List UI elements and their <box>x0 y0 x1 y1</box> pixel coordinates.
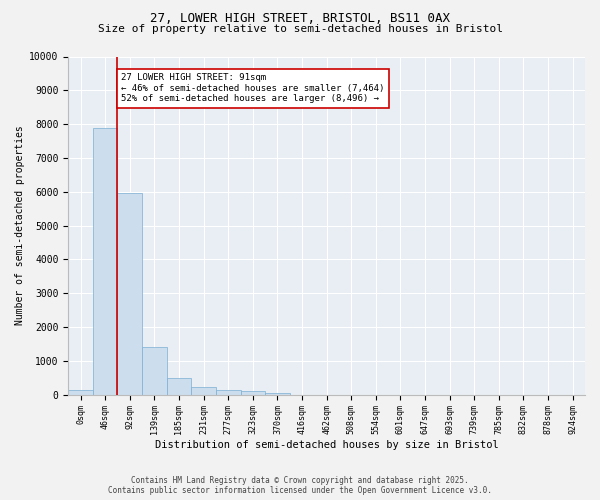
Bar <box>167 378 191 394</box>
Y-axis label: Number of semi-detached properties: Number of semi-detached properties <box>15 126 25 326</box>
Bar <box>191 387 216 394</box>
Bar <box>118 194 142 394</box>
Bar <box>93 128 118 394</box>
X-axis label: Distribution of semi-detached houses by size in Bristol: Distribution of semi-detached houses by … <box>155 440 499 450</box>
Text: 27, LOWER HIGH STREET, BRISTOL, BS11 0AX: 27, LOWER HIGH STREET, BRISTOL, BS11 0AX <box>150 12 450 26</box>
Bar <box>241 392 265 394</box>
Bar <box>142 346 167 395</box>
Bar <box>216 390 241 394</box>
Text: Size of property relative to semi-detached houses in Bristol: Size of property relative to semi-detach… <box>97 24 503 34</box>
Text: 27 LOWER HIGH STREET: 91sqm
← 46% of semi-detached houses are smaller (7,464)
52: 27 LOWER HIGH STREET: 91sqm ← 46% of sem… <box>121 74 385 103</box>
Text: Contains HM Land Registry data © Crown copyright and database right 2025.
Contai: Contains HM Land Registry data © Crown c… <box>108 476 492 495</box>
Bar <box>265 393 290 394</box>
Bar <box>68 390 93 394</box>
